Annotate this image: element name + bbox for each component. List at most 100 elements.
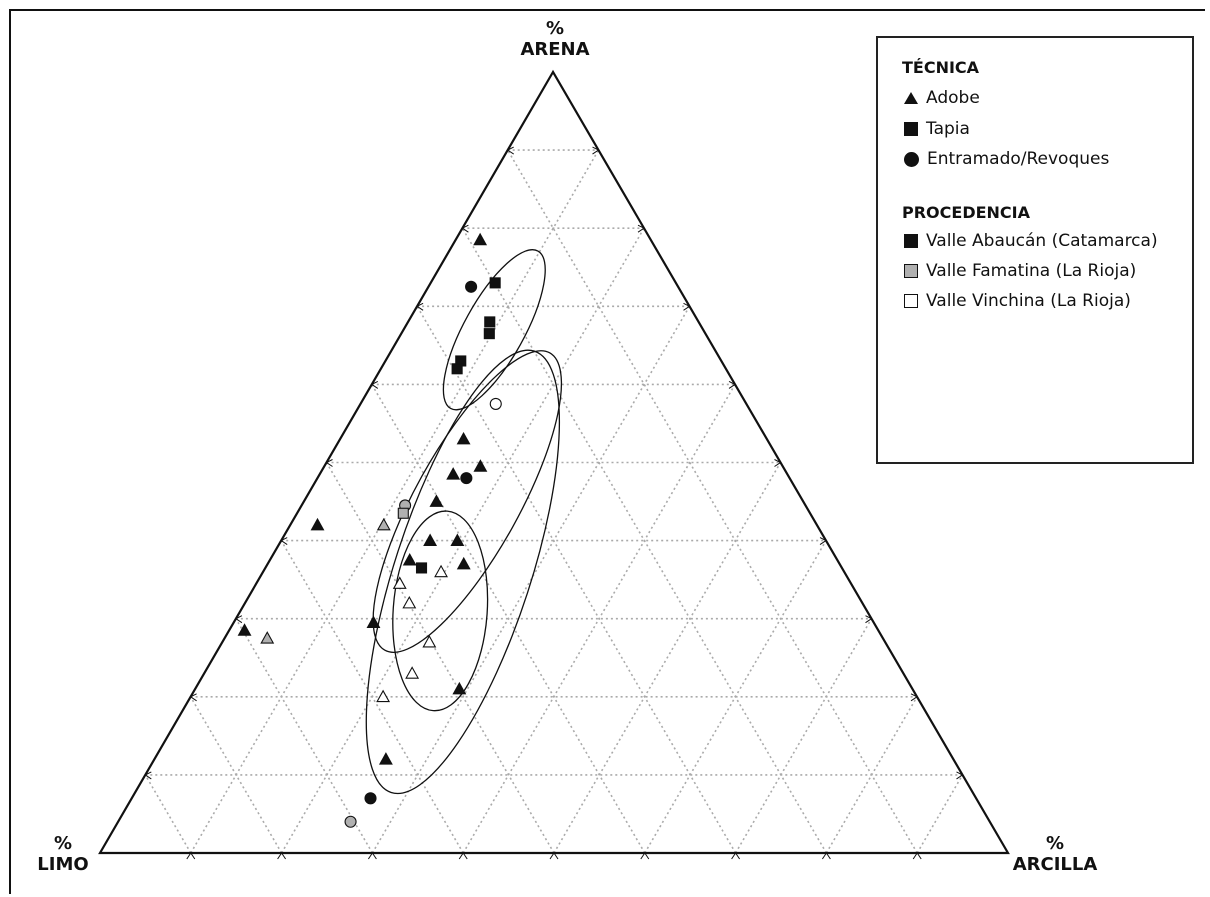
- tick-right: [956, 771, 964, 780]
- tapia-marker: [483, 328, 495, 340]
- tick-bottom: [458, 852, 468, 860]
- adobe-marker: [260, 631, 275, 644]
- adobe-marker: [402, 595, 417, 609]
- tick-right: [774, 459, 782, 467]
- adobe-marker: [376, 517, 391, 531]
- grouping-ellipse: [372, 350, 563, 654]
- axis-symbol-arena: %: [545, 18, 565, 39]
- tick-right: [910, 693, 918, 702]
- adobe-marker: [456, 431, 471, 445]
- entramado-marker: [460, 472, 473, 485]
- legend-item-vinchina: Valle Vinchina (La Rioja): [904, 291, 1131, 311]
- grid-line-limo: [189, 696, 283, 854]
- legend-item-tapia: Tapia: [904, 119, 970, 139]
- tick-bottom: [186, 852, 196, 860]
- tick-right: [865, 615, 873, 624]
- tapia-marker: [415, 562, 428, 574]
- tick-left: [416, 302, 424, 311]
- legend-title-provenance: PROCEDENCIA: [902, 203, 1030, 222]
- legend-item-abaucan: Valle Abaucán (Catamarca): [904, 231, 1158, 251]
- axis-symbol-arcilla: %: [1045, 833, 1065, 854]
- adobe-marker: [402, 552, 417, 566]
- grouping-ellipse: [365, 349, 561, 795]
- tick-bottom: [912, 852, 922, 860]
- entramado-marker: [344, 815, 357, 828]
- grid-line-arcilla: [371, 305, 691, 854]
- tick-left: [280, 537, 288, 546]
- adobe-marker: [446, 467, 461, 480]
- adobe-marker: [423, 533, 438, 546]
- entramado-marker: [465, 280, 478, 293]
- tapia-marker: [397, 507, 409, 519]
- grid-line-arcilla: [553, 462, 782, 854]
- tick-right: [637, 224, 645, 233]
- adobe-marker: [434, 564, 448, 578]
- tick-bottom: [549, 852, 559, 860]
- gray-swatch-icon: [904, 264, 918, 278]
- tick-left: [461, 224, 469, 233]
- square-marker-icon: [904, 122, 918, 136]
- axis-label-arena: % ARENA: [505, 18, 605, 60]
- tick-left: [234, 615, 243, 624]
- axis-symbol-limo: %: [53, 833, 73, 854]
- legend-title-technique: TÉCNICA: [902, 58, 980, 77]
- tapia-marker: [484, 316, 496, 328]
- tick-left: [144, 771, 152, 780]
- tick-bottom: [640, 852, 650, 860]
- adobe-marker: [473, 232, 488, 246]
- grid-line-limo: [235, 618, 374, 854]
- grid-line-limo: [325, 462, 555, 854]
- grid-line-limo: [280, 540, 464, 854]
- entramado-marker: [364, 792, 377, 805]
- tick-right: [592, 146, 600, 155]
- grid-line-limo: [507, 149, 918, 854]
- axis-label-arcilla: % ARCILLA: [1000, 833, 1110, 875]
- tapia-marker: [451, 363, 463, 375]
- adobe-marker: [378, 752, 393, 765]
- tick-bottom: [277, 852, 287, 860]
- legend-item-entramado: Entramado/Revoques: [904, 149, 1109, 169]
- adobe-marker: [366, 615, 381, 628]
- legend-item-adobe: Adobe: [904, 88, 980, 108]
- tick-bottom: [731, 852, 741, 860]
- axis-name-arcilla: ARCILLA: [1012, 854, 1098, 875]
- grouping-ellipse: [392, 510, 489, 712]
- adobe-marker: [422, 634, 437, 648]
- tick-left: [370, 380, 379, 389]
- adobe-marker: [376, 689, 391, 703]
- grid-line-limo: [144, 774, 192, 854]
- grid-line-arcilla: [916, 774, 964, 854]
- adobe-marker: [450, 533, 465, 546]
- grouping-ellipse: [442, 249, 546, 411]
- axis-name-limo: LIMO: [37, 854, 89, 875]
- tick-bottom: [367, 852, 377, 860]
- tick-right: [728, 380, 736, 389]
- adobe-marker: [456, 556, 471, 570]
- black-swatch-icon: [904, 234, 918, 248]
- circle-marker-icon: [904, 151, 919, 167]
- legend-label-adobe: Adobe: [926, 88, 980, 108]
- adobe-marker: [392, 576, 407, 589]
- adobe-marker: [405, 666, 420, 679]
- tick-left: [506, 146, 514, 155]
- tick-right: [819, 537, 827, 546]
- legend-label-abaucan: Valle Abaucán (Catamarca): [926, 231, 1158, 251]
- axis-label-limo: % LIMO: [20, 833, 106, 875]
- grid-line-arcilla: [190, 149, 600, 854]
- grid-line-arcilla: [825, 696, 918, 854]
- adobe-marker: [473, 459, 488, 472]
- adobe-marker: [452, 681, 467, 695]
- tick-right: [683, 302, 691, 311]
- triangle-marker-icon: [904, 92, 918, 104]
- entramado-marker: [489, 397, 502, 410]
- legend: TÉCNICA Adobe Tapia Entramado/Revoques P…: [876, 36, 1194, 464]
- legend-item-famatina: Valle Famatina (La Rioja): [904, 261, 1136, 281]
- white-swatch-icon: [904, 294, 918, 308]
- adobe-marker: [237, 623, 252, 636]
- tick-left: [325, 459, 333, 467]
- grid-line-arcilla: [734, 618, 873, 854]
- legend-label-tapia: Tapia: [926, 119, 970, 139]
- grid-line-arcilla: [644, 540, 827, 854]
- adobe-marker: [310, 517, 325, 531]
